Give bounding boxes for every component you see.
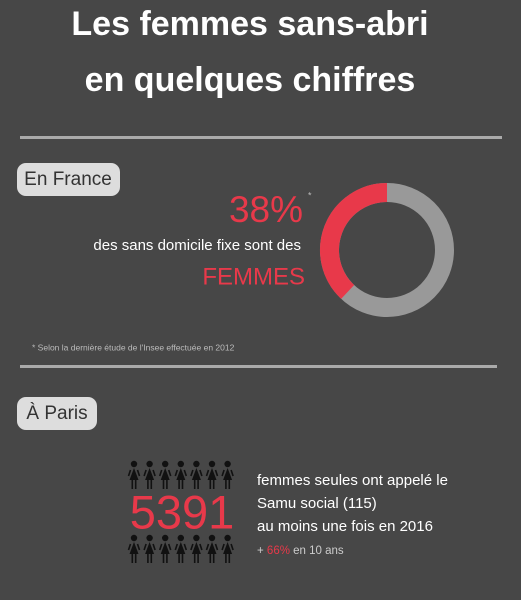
divider <box>20 136 502 139</box>
emphasis: FEMMES <box>202 263 305 290</box>
caption-line: femmes seules ont appelé le <box>257 472 448 489</box>
growth-value: 66% <box>267 545 290 557</box>
caption-line: au moins une fois en 2016 <box>257 518 433 535</box>
caption: des sans domicile fixe sont des <box>93 237 301 254</box>
badge <box>17 397 97 430</box>
footnote: * Selon la dernière étude de l'Insee eff… <box>32 342 235 352</box>
count: 5391 <box>130 485 235 538</box>
growth-suffix: en 10 ans <box>293 545 344 557</box>
title-line: Les femmes sans-abri <box>71 5 428 43</box>
caption-line: Samu social (115) <box>257 495 377 512</box>
share-label: 38% <box>229 189 303 230</box>
donut-segment <box>320 183 388 299</box>
growth-prefix: + <box>257 545 264 557</box>
divider <box>20 365 497 368</box>
title-line: en quelques chiffres <box>85 61 416 99</box>
badge <box>17 163 120 196</box>
badge-label: À Paris <box>26 403 87 424</box>
badge-label: En France <box>24 169 112 190</box>
growth: + 66% en 10 ans <box>257 545 344 557</box>
asterisk: * <box>308 190 312 200</box>
